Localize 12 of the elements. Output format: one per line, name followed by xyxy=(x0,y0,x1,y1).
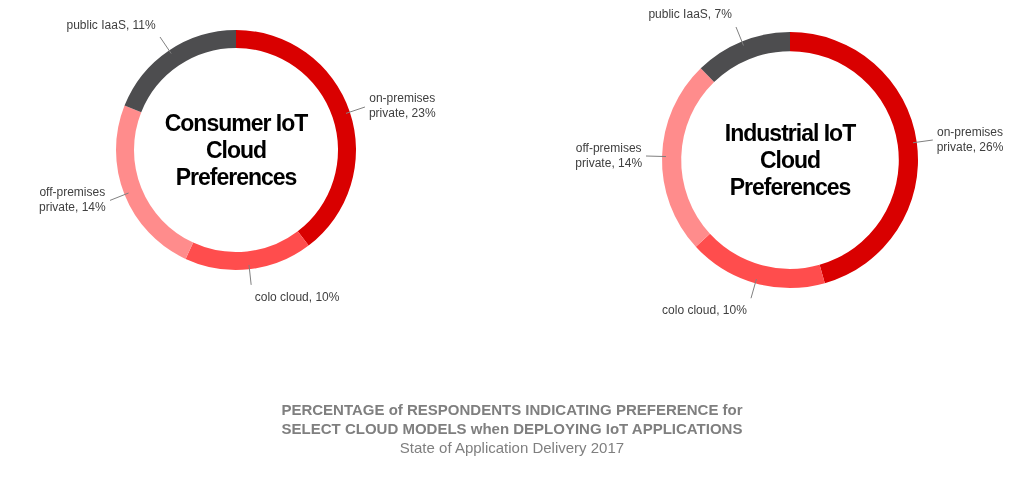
text: PERCENTAGE of RESPONDENTS INDICATING PREFERENCE for SELECT CLOUD MODELS when DEPLOYING IoT APPLICATIONS xyxy=(280,400,744,438)
slice-label: public IaaS, 11% xyxy=(66,17,157,32)
slice-label: public IaaS, 7% xyxy=(648,6,733,21)
slice-label: off-premises private, 14% xyxy=(575,140,643,170)
slice-label: on-premises private, 23% xyxy=(368,91,436,121)
slice-label: colo cloud, 10% xyxy=(662,302,748,317)
text: Industrial IoT Cloud Preferences xyxy=(723,119,857,201)
text: Consumer IoT Cloud Preferences xyxy=(163,109,309,191)
slice-label: on-premises private, 26% xyxy=(936,125,1004,155)
slice-label: off-premises private, 14% xyxy=(38,185,106,215)
text: State of Application Delivery 2017 xyxy=(398,438,626,457)
slice-label: colo cloud, 10% xyxy=(254,289,340,304)
